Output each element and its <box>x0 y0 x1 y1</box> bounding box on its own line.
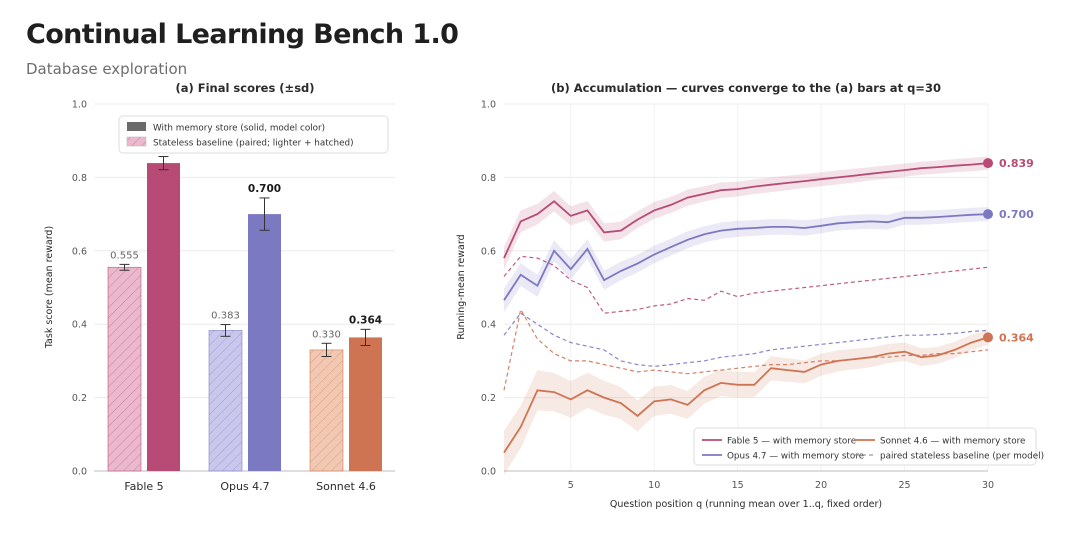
y-tick-label: 0.4 <box>72 320 87 331</box>
line-chart-ylabel: Running-mean reward <box>456 234 467 339</box>
legend-swatch-baseline <box>126 136 147 147</box>
line-chart-title: (b) Accumulation — curves converge to th… <box>551 81 941 95</box>
legend-label-baseline: paired stateless baseline (per model) <box>880 452 1044 462</box>
error-bar-fable-memory <box>158 155 169 171</box>
y-tick-label: 0.6 <box>481 246 496 257</box>
bar-chart-ylabel: Task score (mean reward) <box>44 226 55 349</box>
page-title: Continual Learning Bench 1.0 <box>26 19 459 50</box>
y-tick-label: 0.0 <box>72 467 87 478</box>
end-label-sonnet: 0.364 <box>999 331 1034 344</box>
line-chart-legend: Fable 5 — with memory store Opus 4.7 — w… <box>693 427 1044 466</box>
y-tick-label: 0.8 <box>481 173 496 184</box>
error-bar-opus-baseline <box>220 324 231 337</box>
legend-label-memory: With memory store (solid, model color) <box>153 124 325 134</box>
end-label-opus: 0.700 <box>999 208 1034 221</box>
line-chart-accumulation: (b) Accumulation — curves converge to th… <box>456 81 1044 510</box>
line-opus-memory <box>503 213 989 301</box>
value-label-opus-memory: 0.700 <box>248 183 281 195</box>
value-label-opus-baseline: 0.383 <box>211 311 240 322</box>
line-fable-baseline <box>503 255 989 314</box>
legend-box <box>118 115 389 154</box>
legend-label-sonnet: Sonnet 4.6 — with memory store <box>880 437 1025 447</box>
error-bar-fable-baseline <box>119 263 130 271</box>
bar-chart-legend: With memory store (solid, model color) S… <box>118 115 389 154</box>
legend-label-baseline: Stateless baseline (paired; lighter + ha… <box>153 139 354 149</box>
category-label-opus: Opus 4.7 <box>220 480 269 493</box>
bar-opus-baseline <box>208 330 243 472</box>
y-tick-label: 1.0 <box>481 100 496 111</box>
page-subtitle: Database exploration <box>26 60 188 78</box>
y-tick-label: 0.6 <box>72 246 87 257</box>
y-tick-label: 0.4 <box>481 320 496 331</box>
x-tick-label: 10 <box>648 480 660 491</box>
line-sonnet-memory <box>503 336 989 454</box>
end-marker-sonnet <box>983 332 993 343</box>
error-bar-sonnet-memory <box>360 328 371 346</box>
legend-label-fable: Fable 5 — with memory store <box>727 437 856 447</box>
x-tick-label: 15 <box>732 480 744 491</box>
category-label-sonnet: Sonnet 4.6 <box>316 480 376 493</box>
y-tick-label: 0.8 <box>72 173 87 184</box>
x-tick-label: 5 <box>568 480 574 491</box>
line-chart-xlabel: Question position q (running mean over 1… <box>610 499 882 510</box>
x-tick-label: 25 <box>899 480 911 491</box>
value-label-fable-baseline: 0.555 <box>110 250 139 261</box>
x-tick-label: 30 <box>982 480 994 491</box>
line-fable-memory <box>503 162 989 259</box>
line-sonnet-baseline <box>503 307 989 391</box>
bar-chart-final-scores: (a) Final scores (±sd) 0.0 0.2 0.4 0.6 0.8 1.… <box>44 81 395 493</box>
y-tick-label: 0.2 <box>481 393 496 404</box>
bar-fable-memory <box>147 163 180 471</box>
legend-label-opus: Opus 4.7 — with memory store <box>727 452 864 462</box>
error-bar-sonnet-baseline <box>321 342 332 357</box>
end-label-fable: 0.839 <box>999 157 1034 170</box>
bar-opus-memory <box>248 214 281 471</box>
category-label-fable: Fable 5 <box>124 480 163 493</box>
y-tick-label: 0.0 <box>481 467 496 478</box>
value-label-sonnet-memory: 0.364 <box>349 314 382 326</box>
y-tick-label: 0.2 <box>72 393 87 404</box>
line-opus-baseline <box>503 312 989 368</box>
y-tick-label: 1.0 <box>72 100 87 111</box>
bar-sonnet-memory <box>349 337 382 471</box>
end-marker-opus <box>983 209 993 220</box>
bar-fable-baseline <box>107 266 142 472</box>
end-marker-fable <box>983 158 993 169</box>
x-tick-label: 20 <box>815 480 827 491</box>
value-label-sonnet-baseline: 0.330 <box>312 329 341 340</box>
bar-chart-title: (a) Final scores (±sd) <box>175 81 314 95</box>
legend-swatch-memory <box>127 122 146 131</box>
legend-box <box>693 427 1037 466</box>
sd-band-sonnet <box>504 330 988 475</box>
error-bar-opus-memory <box>259 197 270 231</box>
bar-sonnet-baseline <box>309 349 344 472</box>
